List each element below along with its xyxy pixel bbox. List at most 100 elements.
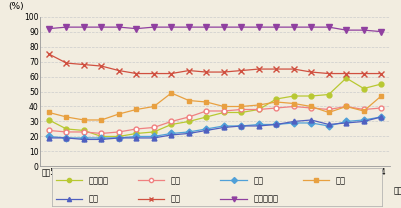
傷害 xyxy=(81,137,86,139)
詐欺 xyxy=(168,134,173,136)
暴行 xyxy=(256,108,261,111)
ひったくり xyxy=(308,26,313,28)
Text: ひったくり: ひったくり xyxy=(253,195,277,204)
Line: 脅迫: 脅迫 xyxy=(47,91,383,122)
Line: すり: すり xyxy=(46,51,383,76)
暴行 xyxy=(99,132,103,135)
すり xyxy=(151,72,156,75)
詐欺 xyxy=(99,138,103,141)
路上強盗 xyxy=(47,119,51,121)
ひったくり xyxy=(116,26,121,28)
すり xyxy=(134,72,138,75)
詐欺 xyxy=(203,129,208,132)
ひったくり xyxy=(64,26,69,28)
Line: 暴行: 暴行 xyxy=(47,104,383,136)
ひったくり xyxy=(256,26,261,28)
傷害 xyxy=(221,125,226,127)
路上強盗 xyxy=(116,135,121,138)
暴行 xyxy=(378,107,383,109)
脅迫 xyxy=(326,111,330,114)
詐欺 xyxy=(64,137,69,139)
傷害 xyxy=(378,116,383,118)
脅迫 xyxy=(273,101,278,103)
暴行 xyxy=(273,107,278,109)
暴行 xyxy=(326,108,330,111)
ひったくり xyxy=(168,26,173,28)
すり xyxy=(116,69,121,72)
ひったくり xyxy=(343,29,348,31)
すり xyxy=(99,65,103,67)
傷害 xyxy=(168,132,173,135)
暴行 xyxy=(64,131,69,133)
暴行 xyxy=(291,105,296,108)
暴行 xyxy=(221,110,226,112)
路上強盗 xyxy=(378,83,383,85)
すり xyxy=(326,72,330,75)
傷害 xyxy=(308,122,313,124)
傷害 xyxy=(134,135,138,138)
ひったくり xyxy=(151,26,156,28)
暴行 xyxy=(151,126,156,129)
詐欺 xyxy=(291,120,296,123)
Text: 詐欺: 詐欺 xyxy=(88,195,98,204)
ひったくり xyxy=(186,26,191,28)
路上強盗 xyxy=(256,108,261,111)
傷害 xyxy=(256,123,261,126)
傷害 xyxy=(151,135,156,138)
すり xyxy=(64,62,69,64)
ひったくり xyxy=(134,27,138,30)
暴行 xyxy=(360,108,365,111)
暴行 xyxy=(116,131,121,133)
ひったくり xyxy=(378,30,383,33)
ひったくり xyxy=(291,26,296,28)
すり xyxy=(291,68,296,70)
ひったくり xyxy=(99,26,103,28)
傷害 xyxy=(273,123,278,126)
脅迫 xyxy=(291,102,296,105)
路上強盗 xyxy=(81,129,86,132)
路上強盗 xyxy=(308,95,313,97)
路上強盗 xyxy=(360,87,365,90)
Text: （年）: （年） xyxy=(393,186,401,195)
暴行 xyxy=(308,107,313,109)
Text: すり: すり xyxy=(170,195,180,204)
脅迫 xyxy=(378,95,383,97)
傷害 xyxy=(291,122,296,124)
路上強盗 xyxy=(238,111,243,114)
詐欺 xyxy=(134,137,138,139)
すり xyxy=(47,53,51,55)
ひったくり xyxy=(81,26,86,28)
詐欺 xyxy=(256,125,261,127)
すり xyxy=(221,71,226,73)
すり xyxy=(203,71,208,73)
脅迫 xyxy=(256,104,261,106)
詐欺 xyxy=(151,137,156,139)
路上強盗 xyxy=(273,98,278,100)
傷害 xyxy=(238,125,243,127)
Text: (%): (%) xyxy=(9,2,24,11)
路上強盗 xyxy=(203,116,208,118)
すり xyxy=(360,72,365,75)
詐欺 xyxy=(47,137,51,139)
傷害 xyxy=(64,137,69,139)
暴行 xyxy=(238,108,243,111)
詐欺 xyxy=(186,132,191,135)
すり xyxy=(186,69,191,72)
傷害 xyxy=(326,125,330,127)
すり xyxy=(273,68,278,70)
脅迫 xyxy=(151,105,156,108)
路上強盗 xyxy=(151,131,156,133)
詐欺 xyxy=(326,123,330,126)
すり xyxy=(343,72,348,75)
脅迫 xyxy=(116,113,121,115)
詐欺 xyxy=(360,120,365,123)
Text: 路上強盗: 路上強盗 xyxy=(88,176,108,185)
詐欺 xyxy=(238,125,243,127)
路上強盗 xyxy=(168,123,173,126)
脅迫 xyxy=(308,105,313,108)
脅迫 xyxy=(221,105,226,108)
傷害 xyxy=(116,137,121,139)
傷害 xyxy=(99,137,103,139)
詐欺 xyxy=(273,123,278,126)
脅迫 xyxy=(64,116,69,118)
